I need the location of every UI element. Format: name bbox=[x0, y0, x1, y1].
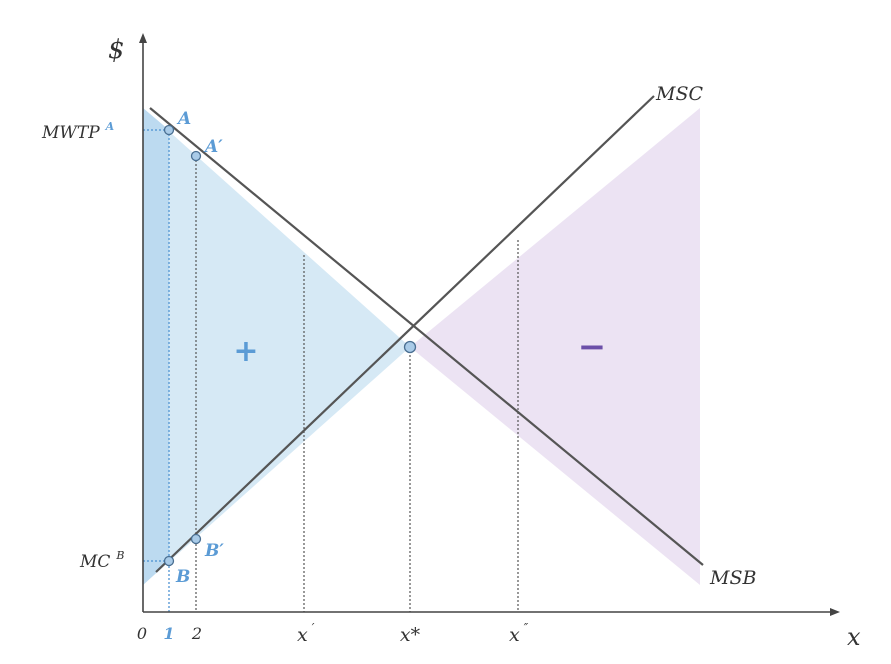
mwtp-superscript: A bbox=[105, 120, 115, 133]
mc-tick-label: MC B bbox=[79, 549, 125, 572]
y-axis-label: $ bbox=[108, 35, 125, 65]
x-dprime-superscript: ″ bbox=[524, 621, 529, 635]
x-axis-label: x bbox=[847, 623, 861, 651]
x-dprime-text: x bbox=[509, 624, 520, 646]
point-a-prime-label: A′ bbox=[203, 137, 223, 157]
point-b-prime bbox=[190, 533, 202, 545]
point-b-prime-label: B′ bbox=[204, 541, 224, 561]
point-equilibrium bbox=[403, 340, 417, 354]
x-tick-2: 2 bbox=[191, 624, 202, 643]
mwtp-text: MWTP bbox=[41, 123, 100, 143]
x-tick-x-star: x* bbox=[400, 624, 421, 646]
x-prime-superscript: ′ bbox=[312, 621, 315, 635]
gain-sign: + bbox=[233, 334, 258, 369]
point-a bbox=[163, 124, 175, 136]
loss-sign: − bbox=[578, 327, 607, 367]
msb-curve bbox=[149, 107, 704, 566]
x-tick-x-prime: x ′ bbox=[297, 621, 315, 646]
gain-region bbox=[143, 108, 410, 585]
x-prime-text: x bbox=[297, 624, 308, 646]
loss-region bbox=[410, 108, 700, 585]
mc-text: MC bbox=[79, 552, 110, 572]
point-b bbox=[163, 555, 175, 567]
point-b-label: B bbox=[175, 567, 190, 587]
x-tick-1: 1 bbox=[163, 624, 174, 643]
msb-label: MSB bbox=[709, 567, 756, 589]
first-unit-strip bbox=[143, 108, 169, 585]
point-a-label: A bbox=[176, 109, 191, 129]
msc-label: MSC bbox=[655, 83, 703, 105]
mwtp-tick-label: MWTP A bbox=[41, 120, 115, 143]
mc-superscript: B bbox=[115, 549, 124, 562]
x-tick-x-dprime: x ″ bbox=[509, 621, 529, 646]
msc-curve bbox=[155, 95, 655, 573]
x-tick-0: 0 bbox=[137, 624, 147, 643]
point-a-prime bbox=[190, 150, 202, 162]
